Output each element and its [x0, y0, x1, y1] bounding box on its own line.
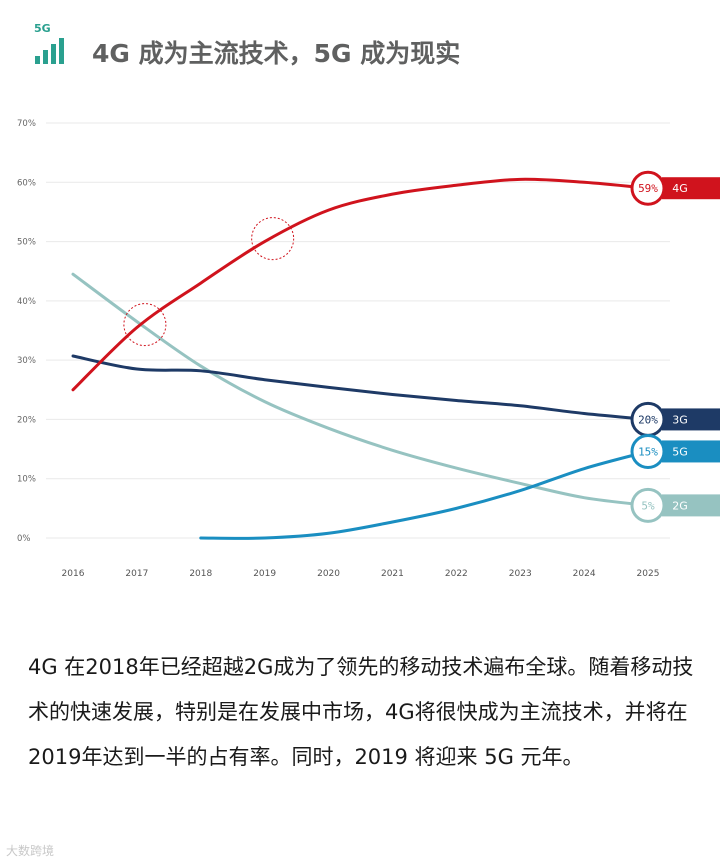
y-tick-label: 50% — [17, 238, 36, 248]
y-tick-label: 20% — [17, 415, 36, 425]
series-name-2g: 2G — [672, 499, 688, 512]
logo-text: 5G — [34, 22, 51, 35]
end-value-5g: 15% — [638, 445, 658, 458]
x-tick-label: 2016 — [62, 569, 85, 579]
value-badge-5g — [630, 433, 666, 469]
end-label-4g: 59% 4G — [630, 170, 720, 206]
body-paragraph: 4G 在2018年已经超越2G成为了领先的移动技术遍布全球。随着移动技术的快速发… — [28, 655, 694, 769]
end-value-3g: 20% — [638, 413, 658, 426]
crossover-highlight-1 — [251, 217, 295, 261]
series-name-4g: 4G — [672, 182, 688, 195]
highlight-layer — [123, 217, 295, 347]
y-tick-label: 30% — [17, 356, 36, 366]
series-line-2g — [71, 272, 650, 507]
series-line-4g — [71, 177, 650, 392]
series-name-3g: 3G — [672, 413, 688, 426]
legend-tag-2g — [662, 494, 720, 517]
header: 5G 4G 成为主流技术，5G 成为现实 — [0, 0, 720, 90]
5g-signal-logo: 5G — [34, 22, 74, 66]
x-axis-ticks: 2016 2017 2018 2019 2020 2021 2022 2023 2024 2025 — [62, 569, 660, 579]
signal-bars-icon — [35, 38, 64, 64]
y-axis-ticks: 0% 10% 20% 30% 40% 50% 60% 70% — [17, 119, 36, 544]
legend-tag-5g — [662, 440, 720, 463]
legend-tag-3g — [662, 408, 720, 431]
end-value-2g: 5% — [641, 499, 655, 512]
x-tick-label: 2022 — [445, 569, 468, 579]
series-line-5g — [199, 449, 650, 540]
y-tick-label: 10% — [17, 475, 36, 485]
x-tick-label: 2019 — [253, 569, 276, 579]
technology-share-line-chart: 0% 10% 20% 30% 40% 50% 60% 70% 2016 2017 2018 2019… — [17, 119, 720, 579]
y-tick-label: 70% — [17, 119, 36, 129]
end-label-3g: 20% 3G — [630, 401, 720, 437]
x-tick-label: 2017 — [125, 569, 148, 579]
legend-tag-4g — [662, 177, 720, 200]
end-label-2g: 5% 2G — [630, 487, 720, 523]
end-label-5g: 15% 5G — [630, 433, 720, 469]
end-value-4g: 59% — [638, 182, 658, 195]
y-tick-label: 40% — [17, 297, 36, 307]
watermark-text: 大数跨境 — [6, 844, 55, 858]
page-title: 4G 成为主流技术，5G 成为现实 — [92, 39, 461, 68]
x-tick-label: 2025 — [637, 569, 660, 579]
end-label-layer: 59% 4G 20% 3G 15% 5G 5% 2G — [630, 170, 720, 523]
x-tick-label: 2020 — [317, 569, 340, 579]
x-tick-label: 2018 — [189, 569, 212, 579]
x-tick-label: 2024 — [573, 569, 596, 579]
series-layer — [71, 177, 650, 540]
series-name-5g: 5G — [672, 445, 688, 458]
x-tick-label: 2023 — [509, 569, 532, 579]
y-tick-label: 60% — [17, 178, 36, 188]
value-badge-2g — [630, 487, 666, 523]
y-tick-label: 0% — [17, 534, 31, 544]
value-badge-4g — [630, 170, 666, 206]
grid-layer — [46, 122, 670, 539]
series-line-3g — [71, 354, 650, 421]
x-tick-label: 2021 — [381, 569, 404, 579]
